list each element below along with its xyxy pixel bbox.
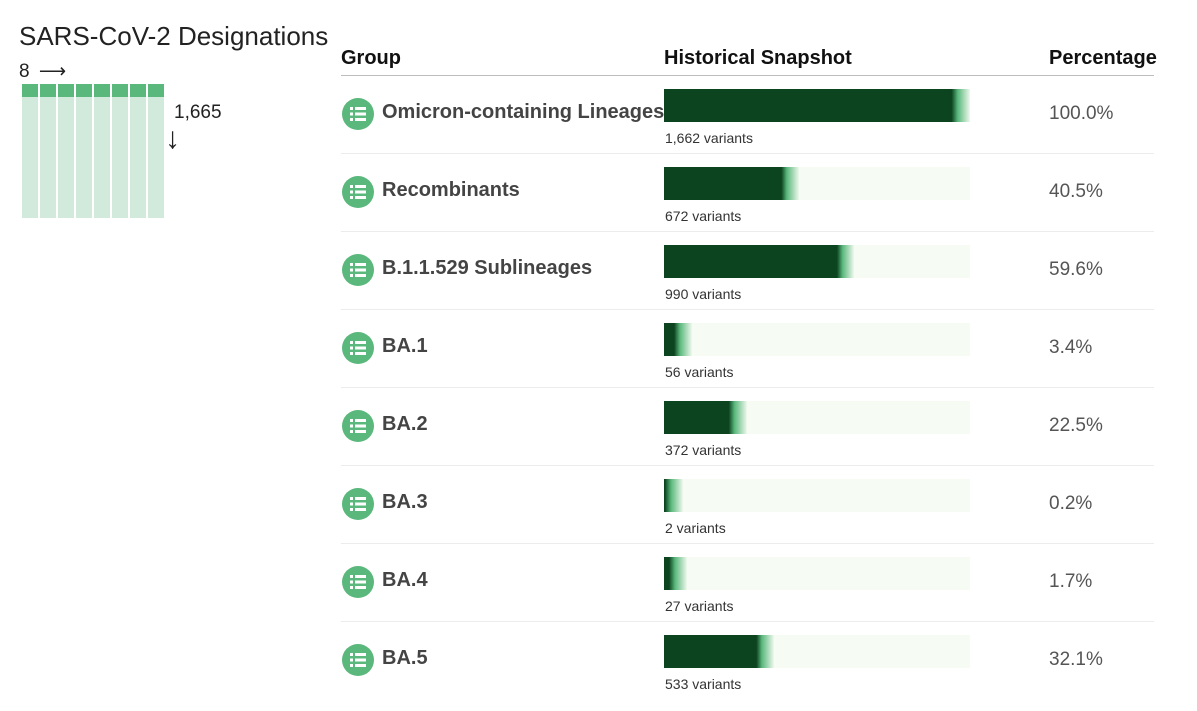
- mini-column-header: [112, 84, 128, 97]
- snapshot-bar: [664, 245, 970, 278]
- variant-count: 372 variants: [665, 442, 742, 458]
- column-count: 8 ⟶: [19, 60, 66, 83]
- mini-column: [112, 84, 128, 218]
- percentage-value: 59.6%: [1049, 259, 1103, 280]
- designations-table: Group Historical Snapshot Percentage Omi…: [341, 40, 1157, 699]
- percentage-value: 100.0%: [1049, 103, 1114, 124]
- snapshot-bar-fill: [664, 557, 687, 590]
- variant-count: 56 variants: [665, 364, 734, 380]
- snapshot-bar: [664, 323, 970, 356]
- list-icon[interactable]: [342, 254, 374, 286]
- table-row[interactable]: B.1.1.529 Sublineages 990 variants 59.6%: [341, 232, 1154, 310]
- percentage-value: 0.2%: [1049, 493, 1093, 514]
- table-row[interactable]: BA.4 27 variants 1.7%: [341, 544, 1154, 622]
- group-name[interactable]: BA.1: [382, 335, 428, 357]
- percentage-value: 32.1%: [1049, 649, 1103, 670]
- group-name[interactable]: Omicron-containing Lineages: [382, 101, 665, 123]
- mini-column-header: [58, 84, 74, 97]
- mini-column: [94, 84, 110, 218]
- mini-table-preview: [22, 84, 166, 218]
- snapshot-bar: [664, 479, 970, 512]
- snapshot-bar-fill: [664, 635, 774, 668]
- group-name[interactable]: B.1.1.529 Sublineages: [382, 257, 593, 279]
- group-name[interactable]: BA.5: [382, 647, 428, 669]
- mini-column: [22, 84, 38, 218]
- list-icon[interactable]: [342, 332, 374, 364]
- snapshot-bar: [664, 89, 970, 122]
- variant-count: 1,662 variants: [665, 130, 753, 146]
- list-icon[interactable]: [342, 410, 374, 442]
- group-name[interactable]: BA.3: [382, 491, 428, 513]
- variant-count: 2 variants: [665, 520, 726, 536]
- arrow-right-icon: ⟶: [38, 61, 67, 82]
- mini-column-header: [76, 84, 92, 97]
- header-percentage[interactable]: Percentage: [1049, 47, 1157, 69]
- snapshot-bar: [664, 635, 970, 668]
- snapshot-bar-fill: [664, 89, 970, 122]
- table-body: Omicron-containing Lineages 1,662 variant…: [341, 76, 1154, 699]
- mini-column: [58, 84, 74, 218]
- variant-count: 672 variants: [665, 208, 742, 224]
- snapshot-bar-fill: [664, 245, 854, 278]
- mini-column: [130, 84, 146, 218]
- mini-column-header: [130, 84, 146, 97]
- arrow-down-icon: ↓: [165, 122, 180, 155]
- percentage-value: 3.4%: [1049, 337, 1093, 358]
- snapshot-bar-fill: [664, 401, 747, 434]
- snapshot-bar: [664, 401, 970, 434]
- snapshot-bar-fill: [664, 167, 799, 200]
- summary-title: SARS-CoV-2 Designations: [19, 21, 329, 51]
- list-icon[interactable]: [342, 644, 374, 676]
- mini-column-header: [148, 84, 164, 97]
- snapshot-bar: [664, 557, 970, 590]
- table-row[interactable]: BA.3 2 variants 0.2%: [341, 466, 1154, 544]
- mini-column-header: [22, 84, 38, 97]
- percentage-value: 22.5%: [1049, 415, 1103, 436]
- list-icon[interactable]: [342, 566, 374, 598]
- summary-panel: SARS-CoV-2 Designations 8 ⟶ 1,665 ↓: [19, 20, 329, 218]
- mini-column: [148, 84, 164, 218]
- list-icon[interactable]: [342, 488, 374, 520]
- table-row[interactable]: BA.1 56 variants 3.4%: [341, 310, 1154, 388]
- mini-column: [40, 84, 56, 218]
- column-count-value: 8: [19, 61, 30, 82]
- variant-count: 27 variants: [665, 598, 734, 614]
- group-name[interactable]: BA.4: [382, 569, 428, 591]
- snapshot-bar-fill: [664, 323, 692, 356]
- row-count: 1,665: [174, 102, 222, 123]
- mini-column-header: [94, 84, 110, 97]
- mini-column: [76, 84, 92, 218]
- snapshot-bar: [664, 167, 970, 200]
- table-row[interactable]: Recombinants 672 variants 40.5%: [341, 154, 1154, 232]
- group-name[interactable]: Recombinants: [382, 179, 520, 201]
- header-historical-snapshot[interactable]: Historical Snapshot: [664, 47, 852, 69]
- table-header: Group Historical Snapshot Percentage: [341, 40, 1157, 76]
- mini-column-header: [40, 84, 56, 97]
- variant-count: 990 variants: [665, 286, 742, 302]
- snapshot-bar-fill: [664, 479, 683, 512]
- list-icon[interactable]: [342, 98, 374, 130]
- percentage-value: 1.7%: [1049, 571, 1093, 592]
- group-name[interactable]: BA.2: [382, 413, 428, 435]
- table-row[interactable]: Omicron-containing Lineages 1,662 variant…: [341, 76, 1154, 154]
- table-row[interactable]: BA.5 533 variants 32.1%: [341, 622, 1154, 699]
- table-row[interactable]: BA.2 372 variants 22.5%: [341, 388, 1154, 466]
- variant-count: 533 variants: [665, 676, 742, 692]
- list-icon[interactable]: [342, 176, 374, 208]
- header-group[interactable]: Group: [341, 47, 401, 69]
- percentage-value: 40.5%: [1049, 181, 1103, 202]
